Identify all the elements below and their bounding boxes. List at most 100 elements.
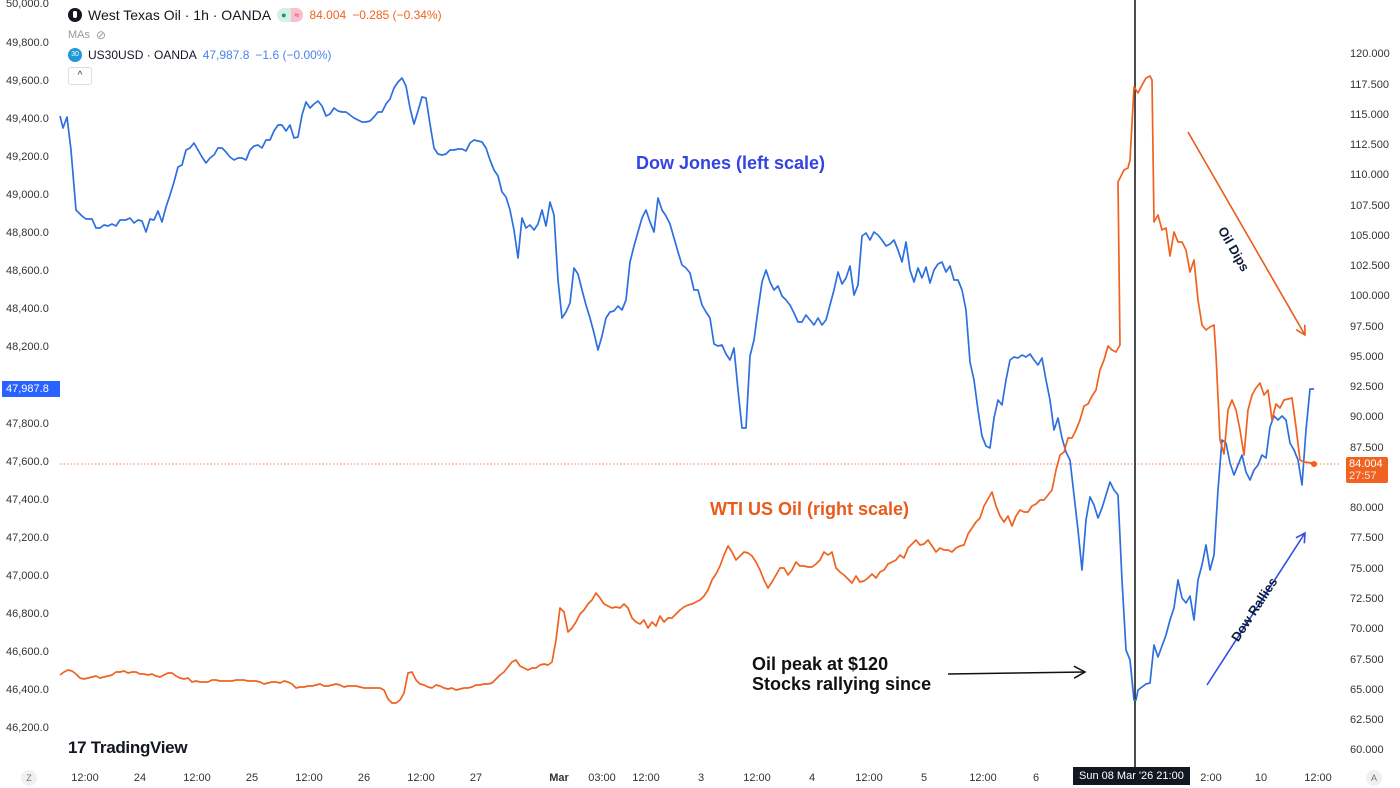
right-tick: 100.000 (1350, 290, 1390, 302)
right-tick: 65.000 (1350, 684, 1384, 696)
main-symbol-title[interactable]: West Texas Oil · 1h · OANDA (88, 7, 272, 23)
time-tick: 24 (133, 772, 147, 784)
overlay-symbol-title[interactable]: US30USD · OANDA (88, 48, 197, 62)
right-tick: 110.000 (1350, 169, 1389, 181)
left-tick: 47,600.0 (6, 456, 49, 468)
left-tick: 47,800.0 (6, 418, 49, 430)
time-tick: 12:00 (855, 772, 883, 784)
tradingview-logo[interactable]: 17 TradingView (68, 738, 188, 758)
right-price-axis[interactable]: 120.000 117.500 115.000 112.500 110.000 … (1330, 0, 1400, 768)
right-tick: 95.000 (1350, 351, 1384, 363)
left-tick: 48,800.0 (6, 227, 49, 239)
left-tick: 49,800.0 (6, 37, 49, 49)
time-tick: 12:00 (295, 772, 323, 784)
overlay-price: 47,987.8 (202, 48, 250, 62)
wti-oil-line (59, 75, 1313, 704)
left-tick: 49,600.0 (6, 75, 49, 87)
left-tick: 48,400.0 (6, 303, 49, 315)
oil-peak-note: Oil peak at $120 Stocks rallying since (752, 654, 931, 694)
time-tick: 12:00 (632, 772, 660, 784)
time-tick: 12:00 (1304, 772, 1332, 784)
left-tick: 47,400.0 (6, 494, 49, 506)
right-tick: 90.000 (1350, 411, 1384, 423)
chart-legend: West Texas Oil · 1h · OANDA ● ≈ 84.004 −… (68, 5, 442, 85)
auto-scale-button[interactable]: A (1366, 770, 1382, 786)
left-tick: 46,800.0 (6, 608, 49, 620)
crosshair-time-label: Sun 08 Mar '26 21:00 (1073, 767, 1190, 785)
right-tick: 92.500 (1350, 381, 1384, 393)
time-axis[interactable]: 12:00 24 12:00 25 12:00 26 12:00 27 Mar … (0, 768, 1400, 788)
right-tick: 77.500 (1350, 532, 1384, 544)
time-tick: 6 (1032, 772, 1040, 784)
time-tick: 12:00 (71, 772, 99, 784)
main-symbol-row[interactable]: West Texas Oil · 1h · OANDA ● ≈ 84.004 −… (68, 5, 442, 25)
wti-price-tag-value: 84.004 (1349, 458, 1383, 470)
eye-hidden-icon[interactable]: ⊘ (96, 28, 107, 42)
right-tick: 75.000 (1350, 563, 1384, 575)
peak-pointer-arrow (947, 665, 1087, 679)
dow-scale-label: Dow Jones (left scale) (636, 153, 826, 173)
right-tick: 60.000 (1350, 744, 1384, 756)
left-price-axis[interactable]: 50,000.0 49,800.0 49,600.0 49,400.0 49,2… (0, 0, 62, 768)
market-open-dot-icon: ● (277, 8, 291, 22)
oil-drop-icon (68, 8, 82, 22)
time-tick: 03:00 (588, 772, 616, 784)
right-tick: 80.000 (1350, 502, 1384, 514)
delayed-data-icon: ≈ (290, 8, 304, 22)
time-tick: 10 (1254, 772, 1268, 784)
time-tick: 12:00 (969, 772, 997, 784)
time-tick: 5 (920, 772, 928, 784)
left-tick: 49,000.0 (6, 189, 49, 201)
market-status-pill[interactable]: ● ≈ (277, 8, 304, 22)
wti-current-price-tag: 84.004 27:57 (1346, 457, 1388, 483)
oil-peak-note-line2: Stocks rallying since (752, 674, 932, 694)
left-tick: 46,600.0 (6, 646, 49, 658)
wti-scale-label: WTI US Oil (right scale) (710, 499, 910, 519)
dow-current-price-tag: 47,987.8 (2, 381, 60, 397)
right-tick: 117.500 (1350, 79, 1389, 91)
oil-dips-arrow (1187, 131, 1306, 337)
mas-indicator-label[interactable]: MAs (68, 29, 90, 41)
bar-countdown: 27:57 (1349, 470, 1377, 482)
main-price: 84.004 (309, 8, 347, 22)
left-tick: 46,400.0 (6, 684, 49, 696)
right-tick: 97.500 (1350, 321, 1384, 333)
right-tick: 115.000 (1350, 109, 1389, 121)
left-tick: 47,000.0 (6, 570, 49, 582)
left-tick: 49,200.0 (6, 151, 49, 163)
wti-last-point (1311, 461, 1317, 467)
tv-logo-icon: 17 (68, 738, 91, 757)
zoom-button[interactable]: Z (21, 770, 37, 786)
left-tick: 50,000.0 (6, 0, 49, 10)
time-tick: 27 (469, 772, 483, 784)
right-tick: 120.000 (1350, 48, 1390, 60)
time-tick: 26 (357, 772, 371, 784)
left-tick: 47,200.0 (6, 532, 49, 544)
us30-icon: 30 (68, 48, 82, 62)
right-tick: 87.500 (1350, 442, 1384, 454)
collapse-legend-button[interactable]: ^ (68, 67, 92, 85)
time-tick: 12:00 (407, 772, 435, 784)
left-tick: 48,200.0 (6, 341, 49, 353)
tradingview-logo-text: TradingView (90, 738, 188, 757)
right-tick: 70.000 (1350, 623, 1384, 635)
time-tick: 2:00 (1200, 772, 1222, 784)
right-tick: 112.500 (1350, 139, 1389, 151)
oil-peak-note-line1: Oil peak at $120 (752, 654, 889, 674)
right-tick: 72.500 (1350, 593, 1384, 605)
right-tick: 105.000 (1350, 230, 1390, 242)
time-tick: 12:00 (183, 772, 211, 784)
right-tick: 67.500 (1350, 654, 1384, 666)
left-tick: 46,200.0 (6, 722, 49, 734)
overlay-symbol-row[interactable]: 30 US30USD · OANDA 47,987.8 −1.6 (−0.00%… (68, 45, 442, 65)
main-change: −0.285 (−0.34%) (352, 8, 442, 22)
overlay-change: −1.6 (−0.00%) (255, 48, 332, 62)
time-tick: 4 (808, 772, 816, 784)
right-tick: 62.500 (1350, 714, 1384, 726)
time-tick: 3 (697, 772, 705, 784)
time-tick: Mar (549, 772, 569, 784)
left-tick: 49,400.0 (6, 113, 49, 125)
left-tick: 48,600.0 (6, 265, 49, 277)
indicator-row[interactable]: MAs ⊘ (68, 25, 442, 45)
